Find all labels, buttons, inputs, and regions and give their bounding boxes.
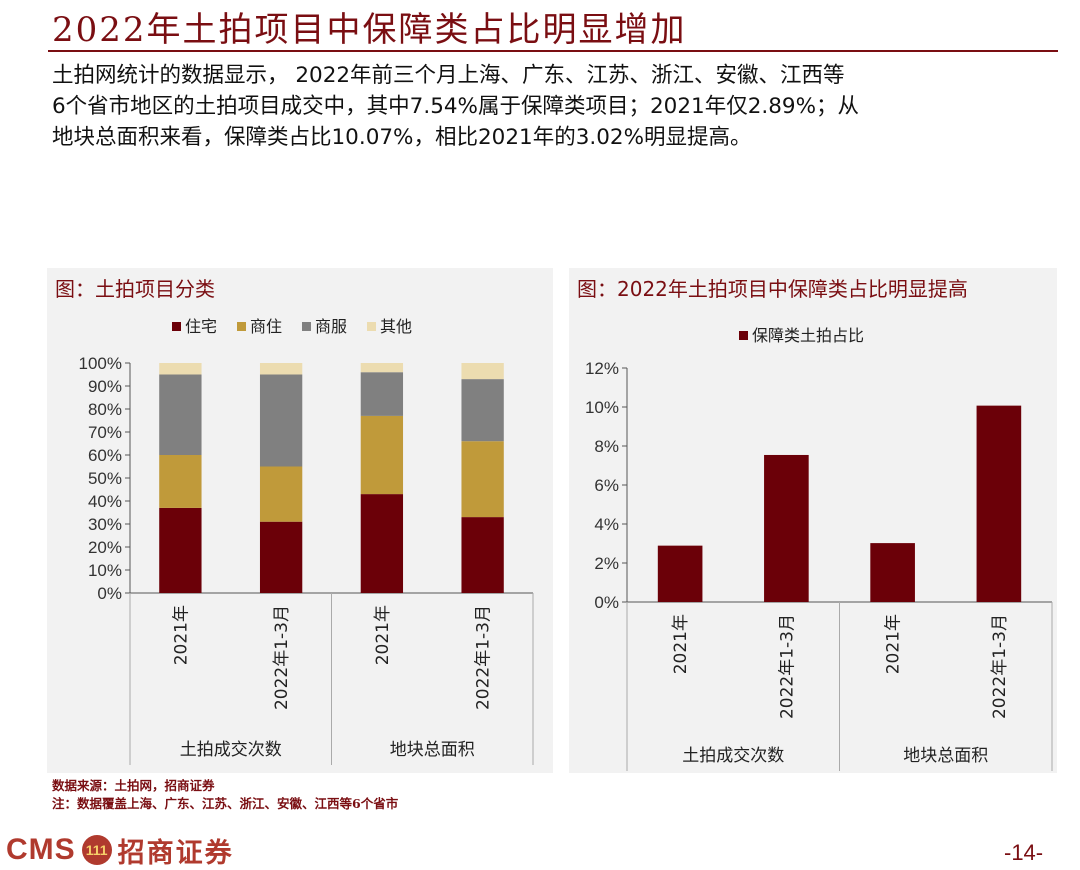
bar-segment [259,363,303,375]
legend-label: 住宅 [185,317,217,336]
y-tick-label: 6% [594,476,619,495]
y-tick-label: 60% [88,446,122,465]
legend-label: 商住 [250,317,282,336]
legend-swatch [302,322,311,331]
bar-segment [259,374,303,467]
group-label: 土拍成交次数 [682,746,784,766]
chart-title-affordable-share: 图：2022年土拍项目中保障类占比明显提高 [577,277,968,301]
y-tick-label: 20% [88,538,122,557]
bar-segment [259,466,303,522]
chart-title-land-classification: 图：土拍项目分类 [55,277,215,301]
bar-segment [360,363,404,373]
y-tick-label: 30% [88,515,122,534]
bar-segment [461,363,504,380]
bar-segment [360,494,404,593]
body-line-2: 6个省市地区的土拍项目成交中，其中7.54%属于保障类项目；2021年仅2.89… [52,94,859,119]
logo-badge-icon: 111 [81,835,112,865]
bar-segment [360,415,404,495]
page-number: -14- [1004,840,1044,865]
x-tick-label: 2021年 [373,605,393,665]
x-tick-label: 2022年1-3月 [777,614,797,719]
y-tick-label: 80% [88,400,122,419]
body-line-3: 地块总面积来看，保障类占比10.07%，相比2021年的3.02%明显提高。 [52,125,752,150]
y-tick-label: 2% [594,554,619,573]
y-tick-label: 10% [585,398,619,417]
legend-swatch [172,322,181,331]
bar-segment [159,507,202,593]
legend-label: 保障类土拍占比 [752,326,864,345]
bar-segment [159,455,202,508]
bar-segment [259,521,303,593]
y-tick-label: 70% [88,423,122,442]
x-tick-label: 2022年1-3月 [272,605,292,710]
y-tick-label: 0% [594,593,619,612]
y-tick-label: 40% [88,492,122,511]
x-tick-label: 2021年 [884,614,904,674]
bar-segment [461,379,504,442]
chart-panel-affordable-share: 图：2022年土拍项目中保障类占比明显提高 保障类土拍占比 0% 2% 4% 6% 8% 1… [569,268,1057,773]
body-paragraph: 土拍网统计的数据显示， 2022年前三个月上海、广东、江苏、浙江、安徽、江西等 … [52,60,1052,153]
x-tick-label: 2021年 [671,614,691,674]
bar-segment [360,372,404,416]
x-tick-label: 2022年1-3月 [474,605,494,710]
y-tick-label: 10% [88,561,122,580]
bar-segment [976,405,1022,602]
group-label: 地块总面积 [390,740,475,760]
chart-panel-land-classification: 图：土拍项目分类 住宅 商住 商服 其他 0% 10% 20% 30% 40% 50% 60% 70%… [47,268,553,773]
company-logo: CMS 111 招商证券 [6,830,234,870]
bar-segment [461,517,504,593]
y-tick-label: 12% [585,359,619,378]
y-tick-label: 4% [594,515,619,534]
logo-chinese-text: 招商证券 [117,837,234,869]
body-line-1: 土拍网统计的数据显示， 2022年前三个月上海、广东、江苏、浙江、安徽、江西等 [52,63,845,88]
legend-swatch [739,331,748,340]
y-tick-label: 0% [97,584,122,603]
source-notes: 数据来源：土拍网，招商证券 注：数据覆盖上海、广东、江苏、浙江、安徽、江西等6个… [52,777,398,813]
page-title: 2022年土拍项目中保障类占比明显增加 [52,10,687,50]
note-text: 注：数据覆盖上海、广东、江苏、浙江、安徽、江西等6个省市 [52,796,399,811]
bar-segment [870,543,915,602]
bar-chart: 保障类土拍占比 0% 2% 4% 6% 8% 10% 12% 2021年 2022年1-3月 202… [585,326,1053,771]
stacked-bar-chart: 住宅 商住 商服 其他 0% 10% 20% 30% 40% 50% 60% 70% 80% 90% 100… [79,317,534,765]
group-label: 土拍成交次数 [180,740,282,760]
bar-segment [461,441,504,518]
bar-segment [764,454,809,602]
y-tick-label: 8% [594,437,619,456]
y-tick-label: 50% [88,469,122,488]
x-tick-label: 2022年1-3月 [990,614,1010,719]
legend-label: 其他 [380,317,412,336]
legend-swatch [367,322,376,331]
group-label: 地块总面积 [903,746,988,766]
legend-swatch [237,322,246,331]
title-divider [48,50,1058,52]
y-tick-label: 90% [88,377,122,396]
source-text: 数据来源：土拍网，招商证券 [52,778,215,793]
legend-label: 商服 [315,317,347,336]
bar-segment [657,545,703,602]
logo-latin-text: CMS [6,833,76,866]
x-tick-label: 2021年 [171,605,191,665]
y-tick-label: 100% [79,354,122,373]
bar-segment [159,374,202,455]
bar-segment [159,363,202,375]
